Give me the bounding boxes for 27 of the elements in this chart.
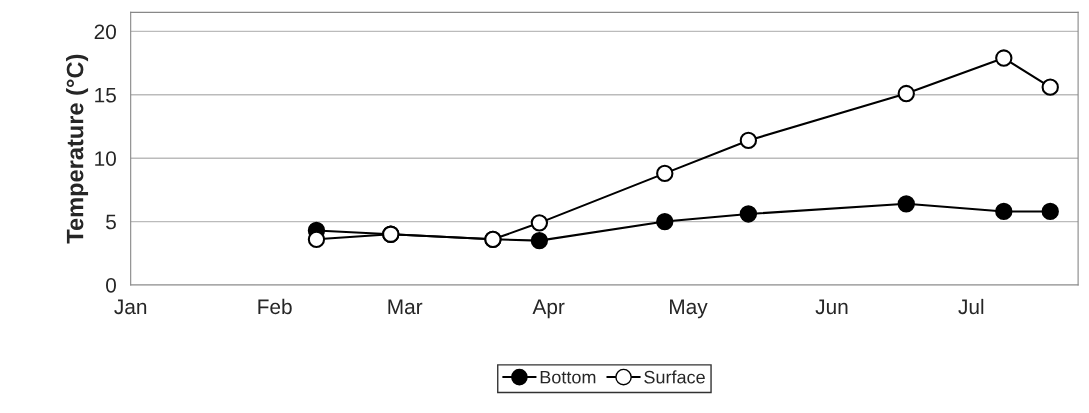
point <box>530 214 549 232</box>
x-tick-label: May <box>670 299 708 319</box>
x-tick-label: Jan <box>114 299 147 315</box>
y-axis-title: Temperature (°C) <box>66 54 89 244</box>
x-tick-label: Jul <box>958 298 984 315</box>
x-tick-label: Feb <box>258 298 292 315</box>
point <box>656 212 674 231</box>
point <box>1041 78 1059 96</box>
point <box>897 84 915 103</box>
point <box>656 164 674 183</box>
point <box>530 231 549 250</box>
x-tick-label: Apr <box>532 299 565 319</box>
x-tick-label: Mar <box>388 299 423 315</box>
point <box>897 195 915 213</box>
point <box>739 131 758 150</box>
legend-label: Surface <box>644 370 705 384</box>
y-tick-label: 10 <box>95 151 116 166</box>
legend-label: Bottom <box>540 370 596 384</box>
point <box>739 205 758 223</box>
point <box>1041 202 1059 221</box>
x-tick-label: Jun <box>815 299 848 315</box>
y-tick-label: 0 <box>106 277 116 293</box>
point <box>995 49 1013 67</box>
y-tick-label: 5 <box>106 214 116 230</box>
y-tick-label: 20 <box>94 24 116 40</box>
y-tick-label: 15 <box>95 88 116 103</box>
point <box>995 202 1013 221</box>
